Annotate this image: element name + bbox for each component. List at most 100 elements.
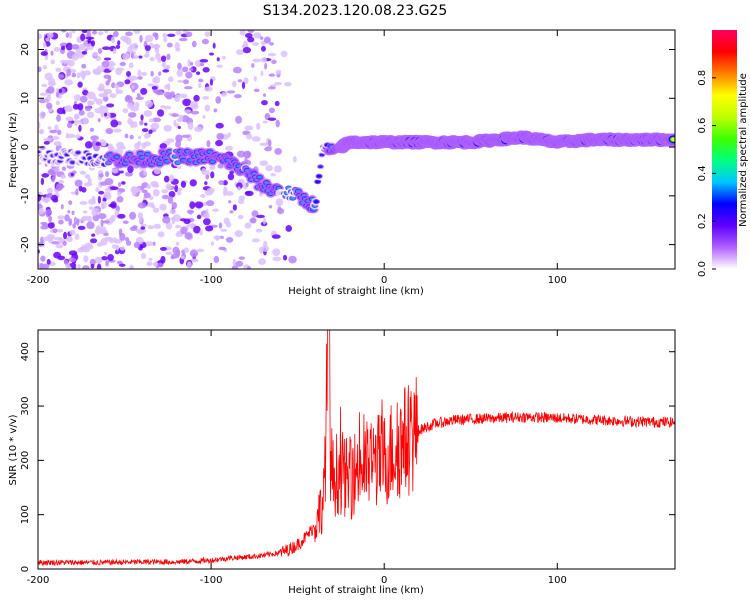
spectrogram-noise-cell (151, 86, 158, 90)
spectrogram-noise-cell (60, 203, 64, 210)
spectrogram-noise-cell (106, 89, 113, 95)
spectrogram-noise-cell (284, 81, 292, 87)
spectrogram-noise-cell (144, 132, 150, 139)
spectrogram-y-label: Frequency (Hz) (8, 112, 19, 188)
spectrogram-noise-cell (45, 102, 53, 110)
snr-x-tick-label: -100 (200, 575, 223, 586)
spectrogram-noise-cell (138, 55, 143, 59)
spectrogram-noise-cell (139, 216, 143, 224)
spectrogram-noise-cell (51, 241, 61, 245)
spectrogram-noise-cell (49, 129, 58, 134)
spectrogram-ridge-cell (75, 151, 81, 154)
spectrogram-noise-cell (97, 195, 101, 204)
spectrogram-x-tick-label: 100 (548, 275, 567, 286)
spectrogram-noise-cell (168, 76, 174, 83)
spectrogram-noise-cell (158, 71, 162, 76)
spectrogram-noise-cell (144, 45, 151, 51)
spectrogram-noise-cell (65, 108, 73, 112)
spectrogram-noise-cell (267, 117, 277, 121)
spectrogram-noise-cell (163, 175, 170, 183)
snr-y-label: SNR (10 * v/v) (8, 414, 19, 485)
spectrogram-x-axis: -200 -100 0 100 (27, 30, 567, 286)
spectrogram-x-tick-label: -200 (27, 275, 50, 286)
snr-series-line (38, 330, 675, 567)
spectrogram-noise-cell (47, 169, 55, 176)
spectrogram-noise-cell (122, 220, 129, 225)
spectrogram-noise-cell (71, 53, 79, 61)
spectrogram-noise-cell (104, 30, 109, 34)
spectrogram-noise-cell (71, 30, 76, 34)
spectrogram-noise-cell (118, 263, 126, 267)
spectrogram-noise-cell (157, 109, 165, 117)
spectrogram-noise-cell (244, 33, 253, 39)
spectrogram-noise-cell (221, 91, 228, 97)
spectrogram-noise-cell (97, 117, 101, 123)
spectrogram-noise-cell (189, 100, 198, 108)
spectrogram-noise-cell (102, 220, 110, 224)
spectrogram-noise-cell (152, 207, 160, 213)
spectrogram-noise-cell (39, 263, 45, 269)
spectrogram-noise-cell (68, 200, 73, 205)
spectrogram-noise-cell (95, 98, 103, 105)
spectrogram-noise-cell (212, 42, 216, 49)
spectrogram-noise-cell (186, 209, 194, 214)
spectrogram-ridge-cell (114, 155, 120, 159)
spectrogram-noise-cell (119, 170, 124, 174)
colorbar-ticks: 0.0 0.2 0.4 0.6 0.8 (697, 70, 716, 277)
spectrogram-noise-cell (111, 168, 119, 174)
spectrogram-noise-cell (181, 134, 191, 138)
snr-y-tick-label: 100 (20, 505, 31, 524)
spectrogram-noise-cell (206, 187, 215, 194)
spectrogram-noise-cell (100, 219, 104, 228)
spectrogram-noise-cell (152, 261, 159, 267)
spectrogram-noise-cell (216, 64, 223, 68)
spectrogram-noise-cell (274, 147, 282, 155)
spectrogram-noise-cell (198, 83, 202, 89)
snr-x-axis: -200 -100 0 100 (27, 330, 567, 586)
spectrogram-noise-cell (97, 213, 107, 220)
spectrogram-noise-cell (117, 182, 122, 187)
spectrogram-noise-cell (74, 119, 78, 126)
spectrogram-noise-cell (98, 173, 104, 178)
spectrogram-noise-cell (152, 241, 156, 246)
spectrogram-noise-cell (161, 189, 169, 194)
spectrogram-noise-cell (162, 33, 168, 39)
spectrogram-noise-cell (243, 77, 249, 85)
colorbar: 0.0 0.2 0.4 0.6 0.8 Normalized spectral ampl… (697, 30, 749, 277)
spectrogram-noise-cell (204, 181, 208, 185)
spectrogram-noise-cell (104, 178, 114, 186)
spectrogram-noise-cell (166, 138, 175, 143)
spectrogram-noise-cell (260, 70, 264, 77)
spectrogram-noise-cell (242, 47, 251, 54)
spectrogram-noise-cell (79, 201, 88, 205)
spectrogram-noise-cell (256, 214, 265, 219)
spectrogram-noise-cell (251, 238, 260, 243)
spectrogram-noise-cell (113, 84, 120, 89)
spectrogram-noise-cell (90, 40, 96, 47)
spectrogram-noise-cell (237, 79, 243, 83)
spectrogram-noise-cell (124, 95, 133, 103)
spectrogram-noise-cell (148, 129, 153, 134)
spectrogram-noise-cell (201, 38, 209, 45)
spectrogram-noise-cell (141, 128, 149, 133)
spectrogram-noise-cell (157, 231, 165, 238)
spectrogram-noise-cell (220, 228, 228, 232)
spectrogram-noise-cell (38, 121, 41, 130)
spectrogram-noise-cell (225, 191, 234, 196)
spectrogram-noise-cell (280, 50, 288, 58)
spectrogram-noise-cell (189, 201, 196, 209)
spectrogram-noise-cell (190, 66, 197, 73)
spectrogram-noise-cell (96, 263, 102, 269)
spectrogram-noise-cell (148, 118, 155, 123)
spectrogram-noise-cell (166, 42, 173, 48)
spectrogram-noise-cell (268, 107, 276, 114)
spectrogram-noise-cell (273, 165, 282, 173)
spectrogram-noise-cell (62, 240, 67, 247)
snr-x-tick-label: 0 (381, 575, 387, 586)
spectrogram-y-tick-label: 0 (20, 144, 31, 150)
spectrogram-noise-cell (82, 265, 90, 269)
spectrogram-noise-cell (83, 70, 91, 76)
spectrogram-noise-cell (277, 206, 282, 212)
spectrogram-noise-cell (42, 236, 51, 242)
spectrogram-noise-cell (110, 119, 119, 128)
